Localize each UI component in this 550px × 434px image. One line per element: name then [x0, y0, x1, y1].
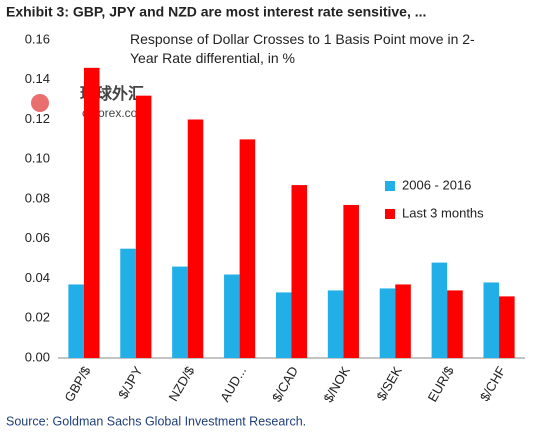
source-note: Source: Goldman Sachs Global Investment … [6, 414, 306, 428]
bar [379, 288, 396, 358]
bar [327, 290, 344, 358]
y-tick-label: 0.12 [25, 111, 50, 126]
bar [172, 266, 188, 358]
subtitle-box: Response of Dollar Crosses to 1 Basis Po… [130, 31, 475, 66]
x-tick-label: $/CHF [477, 364, 509, 404]
bar [343, 204, 359, 358]
bar [68, 284, 84, 358]
bar [291, 185, 308, 358]
bar [275, 292, 292, 358]
chart-title: Exhibit 3: GBP, JPY and NZD are most int… [6, 4, 426, 20]
legend-label: 2006 - 2016 [402, 177, 471, 192]
y-tick-label: 0.10 [25, 151, 50, 166]
x-tick-label: NZD/$ [166, 363, 198, 404]
bar [135, 95, 152, 359]
y-tick-label: 0.06 [25, 230, 50, 245]
bar [120, 248, 136, 358]
x-tick-label: $/NOK [320, 363, 353, 405]
x-tick-label: $/SEK [373, 363, 405, 403]
legend-label: Last 3 months [402, 205, 484, 220]
y-tick-label: 0.08 [25, 190, 50, 205]
bar [447, 290, 463, 358]
y-tick-label: 0.04 [25, 270, 50, 285]
legend-swatch [385, 209, 395, 219]
bar [431, 262, 448, 358]
watermark-logo [31, 94, 49, 112]
y-tick-label: 0.00 [25, 349, 50, 364]
y-tick-label: 0.02 [25, 310, 50, 325]
x-tick-label: EUR/$ [425, 363, 458, 404]
bar [224, 274, 240, 358]
x-tick-label: AUD... [217, 364, 249, 405]
y-tick-label: 0.14 [25, 71, 50, 86]
bar [239, 139, 256, 358]
bar [395, 284, 411, 358]
bar [483, 282, 500, 358]
x-tick-label: GBP/$ [61, 363, 94, 404]
y-tick-label: 0.16 [25, 31, 50, 46]
x-tick-label: $/JPY [115, 363, 145, 401]
chart-subtitle: Response of Dollar Crosses to 1 Basis Po… [130, 31, 475, 66]
bar [499, 296, 515, 358]
bar [187, 119, 204, 358]
legend-swatch [385, 181, 395, 191]
bar [83, 67, 100, 358]
x-tick-label: $/CAD [269, 364, 301, 405]
